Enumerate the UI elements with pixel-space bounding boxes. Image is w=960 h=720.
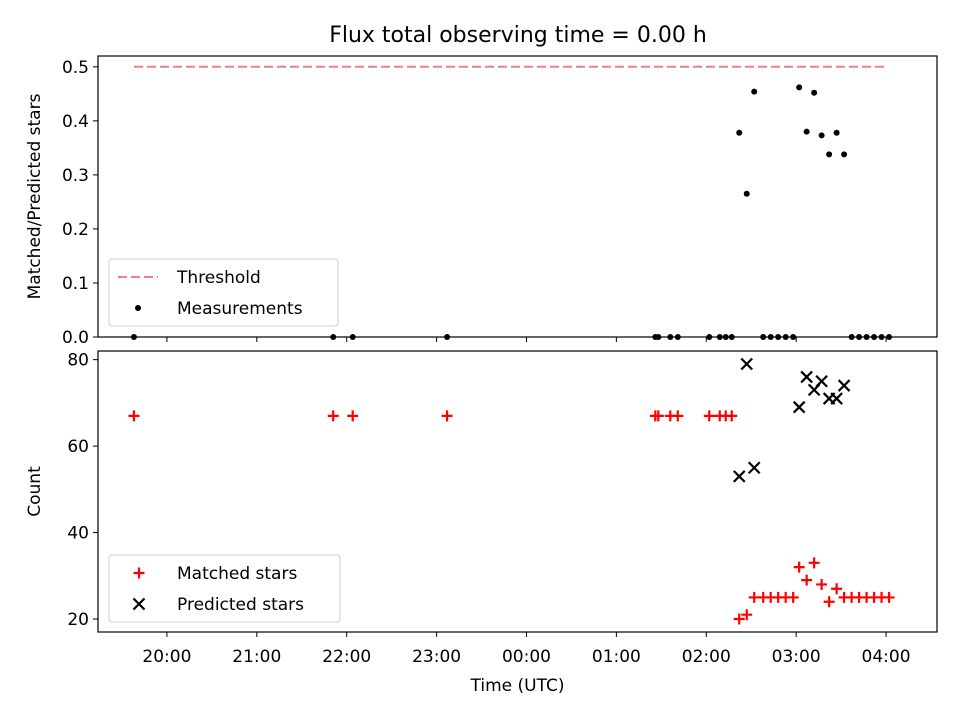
measurement-point — [330, 334, 337, 340]
y-tick-label: 20 — [67, 610, 89, 630]
y-axis-label: Count — [25, 466, 45, 517]
y-tick-label: 40 — [67, 524, 89, 544]
matched-star-point — [831, 583, 843, 595]
y-tick-label: 0.1 — [62, 274, 89, 294]
legend-frame — [108, 554, 341, 623]
predicted-star-point — [800, 370, 813, 384]
matched-star-point — [883, 591, 895, 603]
matched-star-point — [441, 410, 453, 422]
measurement-point — [775, 334, 782, 340]
measurement-point — [796, 84, 803, 91]
flux-ratio-panel: 0.0 0.1 0.2 0.3 0.4 0.5 Matched/Predicted star… — [25, 55, 938, 348]
x-tick-label: 01:00 — [592, 647, 641, 667]
bottom-legend: Matched stars Predicted stars — [108, 554, 341, 623]
measurement-point — [716, 334, 723, 340]
matched-star-point — [823, 596, 835, 608]
matched-star-point — [703, 410, 715, 422]
measurement-point — [444, 334, 451, 340]
matched-star-point — [133, 567, 145, 579]
measurement-point — [863, 334, 870, 340]
measurement-point — [722, 334, 729, 340]
chart-title: Flux total observing time = 0.00 h — [329, 23, 707, 48]
measurement-point — [878, 334, 885, 340]
x-tick-label: 04:00 — [862, 647, 911, 667]
matched-star-point — [347, 410, 359, 422]
top-legend: Threshold Measurements — [108, 258, 339, 327]
y-tick-label: 0.0 — [62, 328, 89, 348]
legend-measurement-label: Measurements — [177, 299, 303, 319]
matched-star-point — [327, 410, 339, 422]
plot-frame — [97, 350, 938, 633]
predicted-star-point — [732, 470, 746, 483]
measurement-point — [130, 334, 137, 340]
measurement-point — [751, 88, 758, 95]
predicted-star-point — [740, 357, 754, 371]
matched-star-point — [801, 574, 813, 586]
measurement-point — [760, 334, 767, 340]
y-tick-label: 0.4 — [62, 112, 89, 132]
y-tick-label: 0.3 — [62, 166, 89, 186]
x-tick-label: 23:00 — [412, 647, 461, 667]
y-tick-label: 0.5 — [62, 58, 89, 78]
measurement-point — [886, 334, 893, 340]
matched-star-point — [726, 410, 738, 422]
measurement-point — [655, 334, 662, 340]
x-tick-label: 00:00 — [502, 647, 551, 667]
predicted-star-point — [815, 374, 828, 388]
predicted-star-point — [132, 597, 146, 611]
x-tick-label: 20:00 — [142, 647, 191, 667]
measurement-point — [782, 334, 789, 340]
predicted-star-point — [747, 461, 761, 475]
y-tick-label: 60 — [67, 437, 89, 457]
y-tick-label: 80 — [67, 351, 89, 371]
x-tick-label: 02:00 — [682, 647, 731, 667]
y-axis-label: Matched/Predicted stars — [25, 93, 45, 299]
measurement-point — [811, 89, 818, 96]
x-tick-label: 21:00 — [232, 647, 281, 667]
measurement-point — [743, 190, 750, 197]
legend-matched-label: Matched stars — [177, 564, 297, 584]
matched-star-point — [816, 578, 828, 590]
measurement-point — [667, 334, 674, 340]
x-axis-label: Time (UTC) — [470, 676, 565, 696]
x-tick-label: 22:00 — [322, 647, 371, 667]
measurement-point — [767, 334, 774, 340]
matched-star-point — [672, 410, 684, 422]
x-tick-label: 03:00 — [772, 647, 821, 667]
matched-star-point — [793, 561, 805, 573]
legend-frame — [108, 258, 339, 327]
measurement-point — [803, 128, 810, 135]
predicted-star-point — [792, 400, 806, 414]
measurement-point — [833, 129, 840, 136]
matched-star-point — [128, 410, 140, 422]
measurement-point — [818, 132, 825, 139]
measurement-point — [706, 334, 713, 340]
measurement-point — [841, 151, 848, 158]
y-tick-label: 0.2 — [62, 220, 89, 240]
star-count-panel: 20 40 60 80 20:00 21:00 22:00 23:00 00:00 01:00 02… — [25, 350, 938, 696]
measurement-point — [826, 151, 833, 158]
legend-threshold-label: Threshold — [176, 268, 261, 288]
measurement-point — [848, 334, 855, 340]
measurement-point — [349, 334, 356, 340]
measurement-point — [674, 334, 681, 340]
matched-star-point — [652, 410, 664, 422]
measurement-point — [871, 334, 878, 340]
plot-frame — [97, 55, 938, 338]
measurement-point — [856, 334, 863, 340]
predicted-star-point — [830, 392, 843, 405]
measurement-point — [790, 334, 797, 340]
legend-measurement-swatch — [135, 305, 141, 311]
measurement-point — [728, 334, 735, 340]
legend-predicted-label: Predicted stars — [177, 595, 304, 615]
matched-star-point — [741, 609, 753, 621]
measurement-point — [736, 129, 743, 136]
matched-star-point — [808, 557, 820, 569]
predicted-star-point — [837, 379, 851, 392]
matched-star-point — [733, 613, 745, 625]
matched-star-point — [787, 591, 799, 603]
